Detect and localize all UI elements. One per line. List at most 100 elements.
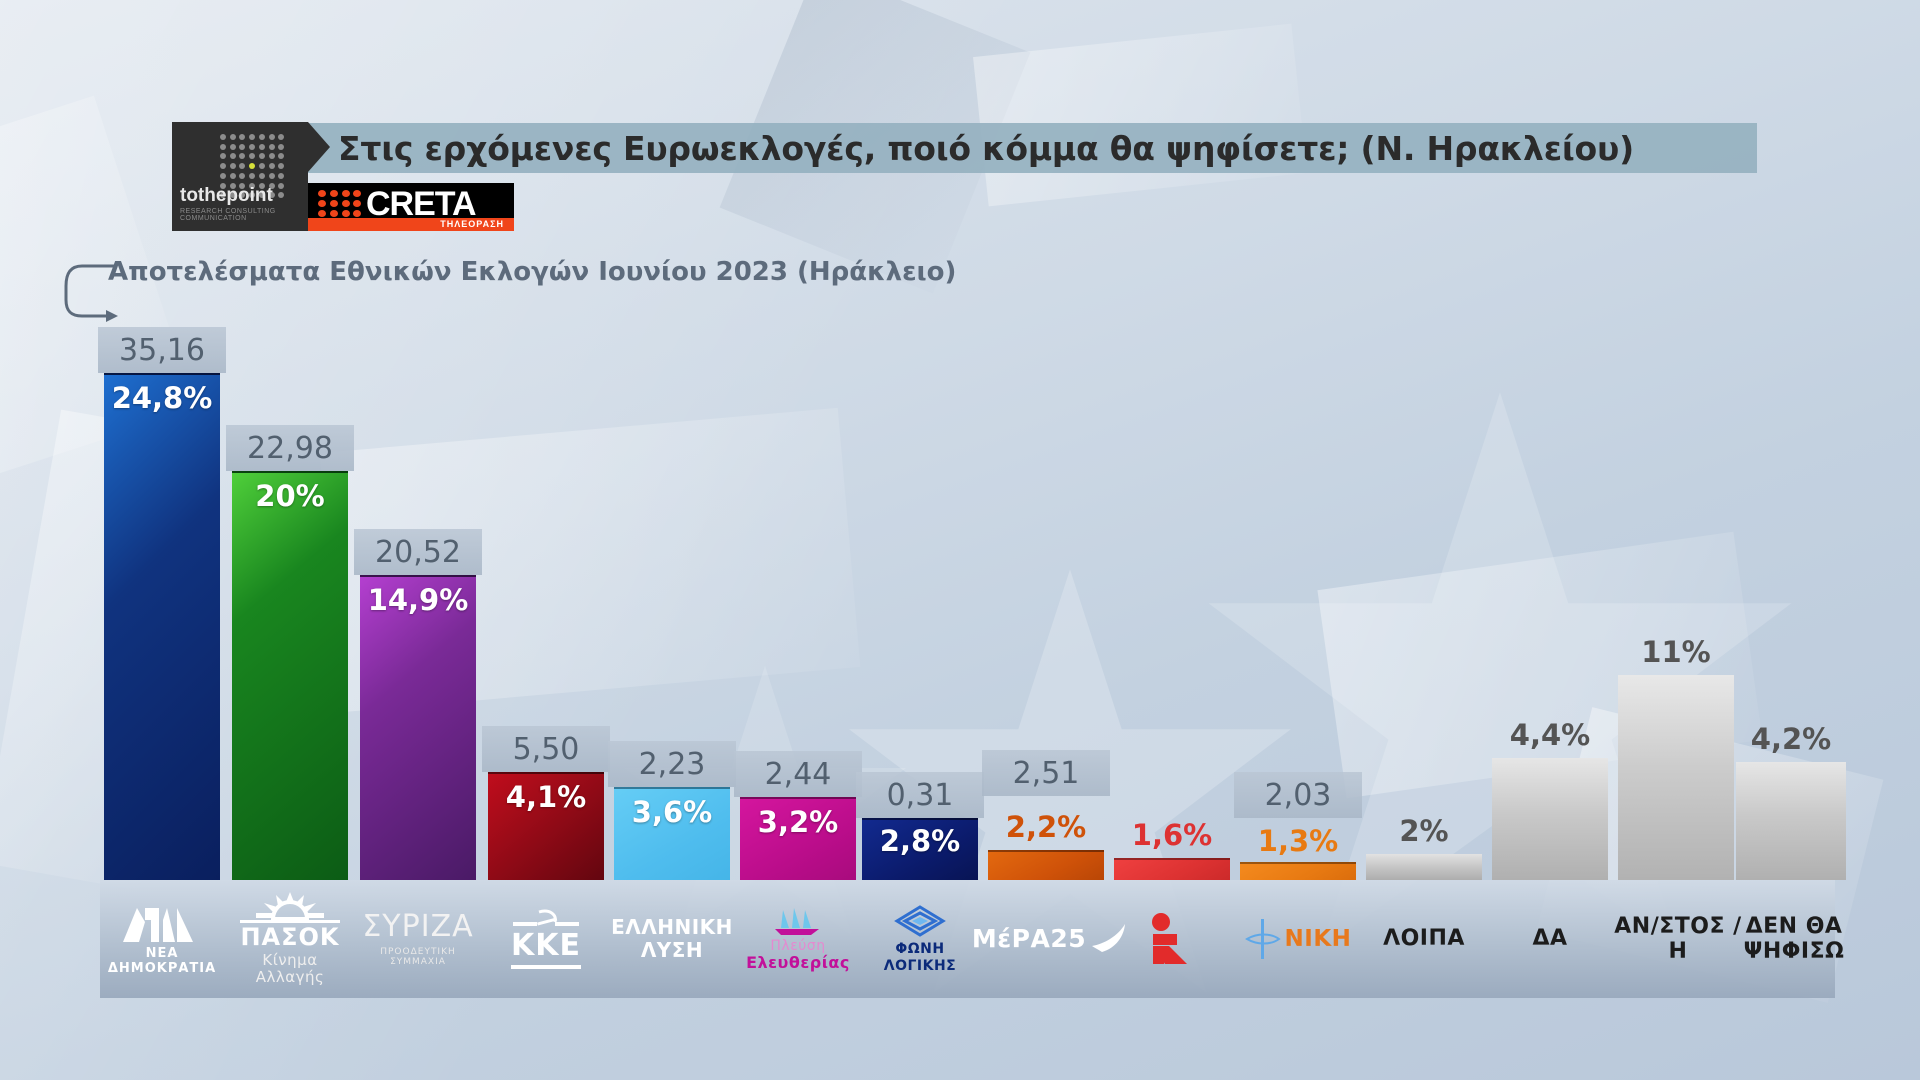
tothepoint-wordmark: tothepoint [180, 185, 273, 206]
bar-group-da: 4,4% [1492, 320, 1608, 880]
axis-label-pleusi: Πλεύση Ελευθερίας [740, 880, 856, 998]
tothepoint-logo: tothepoint RESEARCH CONSULTING COMMUNICA… [172, 122, 330, 231]
bar-pasok[interactable]: 20% [232, 471, 348, 880]
bar-group-pleusi: 2,44 3,2% [734, 320, 862, 880]
bar-value-kke: 4,1% [505, 780, 587, 814]
syriza-label-text: ΣΥΡΙΖΑ [362, 909, 474, 945]
foni-logikis-icon [894, 905, 946, 938]
creta-dots-icon [318, 190, 362, 217]
bar-group-kke: 5,50 4,1% [482, 320, 610, 880]
axis-strip [100, 880, 1835, 998]
mera25-bird-icon [1092, 924, 1126, 952]
bar-value-mera25: 2,2% [1005, 810, 1087, 844]
axis-label-nd: ΝΕΑ ΔΗΜΟΚΡΑΤΙΑ [104, 880, 220, 998]
bar-value-da: 4,4% [1509, 718, 1591, 752]
bar-loipa[interactable] [1366, 854, 1482, 880]
pleusi-label-text: Πλεύση [770, 937, 826, 954]
bar-group-den-tha-psifiso: 4,2% [1736, 320, 1846, 880]
anapofasistos-label-text: ΑΝ/ΣΤΟΣ / Η [1614, 913, 1742, 964]
axis-label-anapofasistos: ΑΝ/ΣΤΟΣ / Η [1608, 880, 1748, 998]
bar-group-mera25: 2,51 2,2% [982, 320, 1110, 880]
reference-value-pleusi: 2,44 [734, 751, 862, 797]
mera25-label-text: ΜέΡΑ25 [971, 923, 1087, 953]
elliniki-lysi-label-subtext: ΛΥΣΗ [640, 938, 704, 962]
reference-value-foni-logikis: 0,31 [856, 772, 984, 818]
bar-value-pleusi: 3,2% [757, 805, 839, 839]
red-figure-icon [1152, 913, 1187, 964]
bar-nd[interactable]: 24,8% [104, 373, 220, 880]
loipa-label-text: ΛΟΙΠΑ [1383, 926, 1465, 952]
reference-value-pasok: 22,98 [226, 425, 354, 471]
title-band [305, 123, 1757, 173]
creta-tv-logo: CRETA ΤΗΛΕΟΡΑΣΗ [308, 183, 514, 231]
bar-value-loipa: 2% [1399, 814, 1449, 848]
bar-niki[interactable] [1240, 862, 1356, 880]
reference-value-elliniki-lysi: 2,23 [608, 741, 736, 787]
bar-group-loipa: 2% [1366, 320, 1482, 880]
bar-red-figure[interactable] [1114, 858, 1230, 880]
den-tha-psifiso-label-subtext: ΨΗΦΙΣΩ [1743, 939, 1845, 964]
page-title: Στις ερχόμενες Ευρωεκλογές, ποιό κόμμα θ… [338, 129, 1634, 168]
creta-tagline: ΤΗΛΕΟΡΑΣΗ [440, 219, 504, 229]
nd-logo-icon [123, 907, 193, 942]
reference-value-mera25: 2,51 [982, 750, 1110, 796]
creta-orange-bar [308, 218, 514, 231]
bar-group-red-figure: 1,6% [1114, 320, 1230, 880]
bar-elliniki-lysi[interactable]: 3,6% [614, 787, 730, 880]
bar-foni-logikis[interactable]: 2,8% [862, 818, 978, 880]
bar-group-elliniki-lysi: 2,23 3,6% [608, 320, 736, 880]
axis-label-syriza: ΣΥΡΙΖΑ ΠΡΟΟΔΕΥΤΙΚΗ ΣΥΜΜΑΧΙΑ [360, 880, 476, 998]
pasok-sun-icon [256, 891, 324, 920]
bar-den-tha-psifiso[interactable] [1736, 762, 1846, 880]
axis-label-mera25: ΜέΡΑ25 [972, 880, 1126, 998]
tothepoint-tagline: RESEARCH CONSULTING COMMUNICATION [180, 208, 276, 222]
reference-arrow-icon [64, 264, 118, 322]
bar-group-foni-logikis: 0,31 2,8% [856, 320, 984, 880]
bar-group-pasok: 22,98 20% [226, 320, 354, 880]
bar-group-nd: 35,16 24,8% [98, 320, 226, 880]
bar-value-syriza: 14,9% [367, 583, 469, 617]
bar-value-elliniki-lysi: 3,6% [631, 795, 713, 829]
foni-logikis-label-text: ΦΩΝΗ ΛΟΓΙΚΗΣ [883, 941, 957, 974]
bar-pleusi[interactable]: 3,2% [740, 797, 856, 880]
bar-da[interactable] [1492, 758, 1608, 880]
logo-dots-icon [220, 134, 286, 200]
axis-label-foni-logikis: ΦΩΝΗ ΛΟΓΙΚΗΣ [862, 880, 978, 998]
pleusi-label-subtext: Ελευθερίας [746, 952, 850, 972]
pasok-label-subtext: Κίνημα Αλλαγής [255, 950, 325, 986]
axis-label-den-tha-psifiso: ΔΕΝ ΘΑ ΨΗΦΙΣΩ [1736, 880, 1852, 998]
bar-group-anapofasistos: 11% [1618, 320, 1734, 880]
bar-anapofasistos[interactable] [1618, 675, 1734, 880]
reference-value-niki: 2,03 [1234, 772, 1362, 818]
bar-value-niki: 1,3% [1257, 824, 1339, 858]
bar-value-foni-logikis: 2,8% [879, 824, 961, 858]
pasok-label-text: ΠΑΣΟΚ [240, 919, 340, 952]
reference-value-nd: 35,16 [98, 327, 226, 373]
syriza-label-subtext: ΠΡΟΟΔΕΥΤΙΚΗ ΣΥΜΜΑΧΙΑ [380, 946, 456, 968]
den-tha-psifiso-label-text: ΔΕΝ ΘΑ [1745, 913, 1843, 939]
axis-label-kke: ΚΚΕ [488, 880, 604, 998]
bar-group-niki: 2,03 1,3% [1234, 320, 1362, 880]
bar-value-pasok: 20% [255, 479, 325, 513]
bar-syriza[interactable]: 14,9% [360, 575, 476, 880]
reference-value-kke: 5,50 [482, 726, 610, 772]
reference-value-syriza: 20,52 [354, 529, 482, 575]
axis-label-niki: ΝΙΚΗ [1240, 880, 1356, 998]
da-label-text: ΔΑ [1532, 926, 1568, 952]
niki-cross-icon [1244, 919, 1281, 959]
pleusi-ship-icon [775, 907, 819, 935]
creta-wordmark: CRETA [366, 185, 477, 223]
bar-value-den-tha-psifiso: 4,2% [1750, 722, 1832, 756]
axis-label-red-figure [1114, 880, 1230, 998]
nd-label-text: ΝΕΑ ΔΗΜΟΚΡΑΤΙΑ [107, 945, 217, 976]
kke-hammer-sickle-icon [513, 909, 579, 926]
bar-value-anapofasistos: 11% [1641, 635, 1711, 669]
bar-kke[interactable]: 4,1% [488, 772, 604, 880]
axis-label-elliniki-lysi: ΕΛΛΗΝΙΚΗ ΛΥΣΗ [611, 880, 732, 998]
bar-mera25[interactable] [988, 850, 1104, 880]
niki-label-text: ΝΙΚΗ [1284, 925, 1352, 952]
axis-label-loipa: ΛΟΙΠΑ [1366, 880, 1482, 998]
bar-value-red-figure: 1,6% [1131, 818, 1213, 852]
